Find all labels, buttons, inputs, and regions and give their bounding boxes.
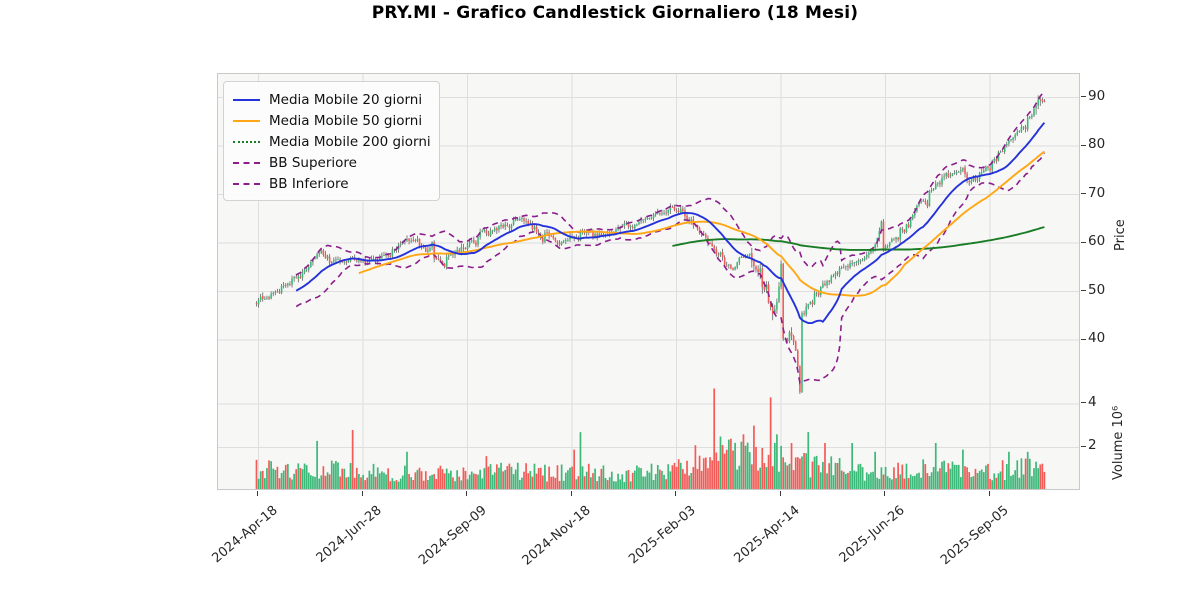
- y-tick-label: 2: [1088, 437, 1097, 454]
- y-tick-mark: [1081, 144, 1086, 146]
- x-tick-label: 2024-Jun-28: [313, 503, 385, 566]
- dotted-line-swatch-icon: [233, 140, 260, 143]
- dashed-line-swatch-icon: [233, 182, 260, 185]
- solid-line-swatch-icon: [233, 119, 260, 122]
- y-tick-mark: [1081, 193, 1086, 194]
- legend-item: Media Mobile 200 giorni: [233, 131, 431, 152]
- y-tick-label: 40: [1088, 330, 1106, 346]
- x-tick-mark: [466, 491, 468, 496]
- y-tick-mark: [1081, 445, 1086, 447]
- x-tick-label: 2025-Sep-05: [938, 503, 1012, 569]
- legend-item-label: Media Mobile 20 giorni: [269, 91, 423, 108]
- y-tick-label: 50: [1088, 281, 1106, 298]
- y-tick-label: 4: [1088, 393, 1097, 410]
- x-tick-label: 2025-Jun-26: [836, 503, 908, 566]
- legend-item-label: Media Mobile 200 giorni: [269, 133, 431, 150]
- solid-line-swatch-icon: [233, 98, 260, 101]
- y-tick-label: 90: [1088, 87, 1106, 104]
- y-tick-mark: [1081, 338, 1086, 340]
- legend-item: BB Superiore: [233, 152, 429, 173]
- x-tick-label: 2024-Nov-18: [519, 503, 594, 569]
- legend-item-label: BB Superiore: [269, 154, 357, 171]
- legend-item: BB Inferiore: [233, 173, 429, 194]
- legend-item: Media Mobile 50 giorni: [233, 110, 429, 131]
- x-tick-mark: [570, 491, 572, 496]
- x-tick-mark: [675, 491, 677, 496]
- y-tick-mark: [1081, 96, 1086, 97]
- volume-axis-label: Volume 10⁶: [1111, 405, 1126, 480]
- legend: Media Mobile 20 giorni Media Mobile 50 gi…: [223, 81, 440, 201]
- y-tick-label: 60: [1088, 233, 1106, 249]
- y-tick-mark: [1081, 241, 1086, 243]
- chart-title: PRY.MI - Grafico Candlestick Giornaliero…: [371, 3, 859, 23]
- x-tick-label: 2024-Apr-18: [208, 503, 281, 567]
- x-tick-label: 2024-Sep-09: [415, 503, 490, 569]
- y-tick-label: 80: [1088, 136, 1106, 152]
- x-tick-label: 2025-Feb-03: [625, 503, 699, 568]
- chart-canvas: [218, 74, 1079, 489]
- x-tick-mark: [884, 491, 886, 496]
- legend-item-label: Media Mobile 50 giorni: [269, 112, 423, 129]
- x-tick-mark: [361, 491, 363, 496]
- x-tick-mark: [257, 491, 259, 496]
- dashed-line-swatch-icon: [233, 161, 260, 164]
- y-tick-mark: [1081, 402, 1086, 404]
- y-tick-mark: [1081, 290, 1086, 291]
- x-tick-label: 2025-Apr-14: [731, 503, 803, 567]
- x-tick-mark: [988, 491, 990, 496]
- y-tick-label: 70: [1088, 184, 1106, 201]
- x-tick-mark: [779, 491, 781, 496]
- legend-item: Media Mobile 20 giorni: [233, 89, 429, 110]
- legend-item-label: BB Inferiore: [269, 175, 349, 192]
- price-axis-label: Price: [1113, 219, 1128, 251]
